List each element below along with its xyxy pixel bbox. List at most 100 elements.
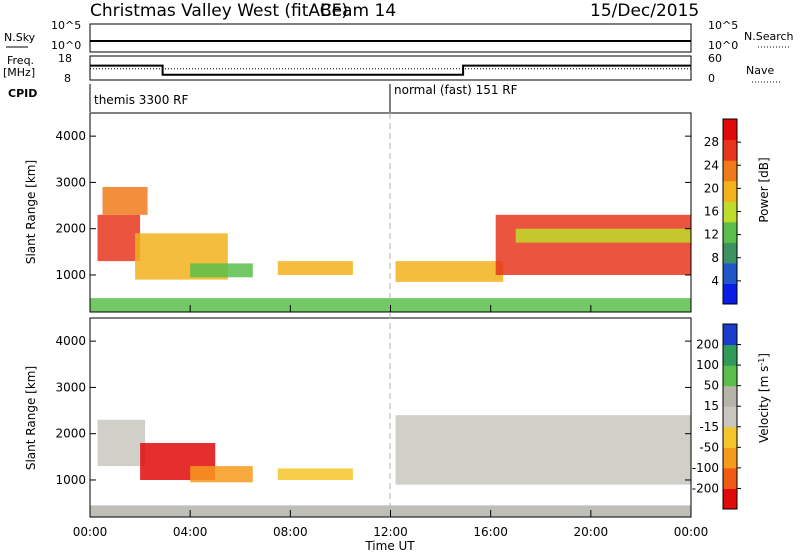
nave-tick-top: 60 [708,52,722,65]
colorbar-tick-label: 100 [696,358,719,372]
colorbar-swatch [723,365,737,387]
nsky-tick-top: 10^5 [51,19,81,32]
colorbar-swatch [723,139,737,161]
y-tick-label: 1000 [55,268,86,282]
colorbar-swatch [723,242,737,264]
colorbar-swatch [723,180,737,202]
power-heatmap [90,187,691,312]
velocity-colorbar-label: Velocity [m s-1] [757,353,771,443]
colorbar-swatch [723,221,737,243]
y-tick-label: 3000 [55,175,86,189]
velocity-y-axis: 1000 2000 3000 4000 [55,334,691,487]
colorbar-swatch [723,344,737,366]
colorbar-swatch [723,467,737,489]
freq-label: Freq. [7,54,34,67]
colorbar-swatch [723,426,737,448]
velocity-colorbar-label-text: Velocity [m s [757,366,771,443]
colorbar-swatch [723,385,737,407]
colorbar-tick-label: -200 [692,481,719,495]
cpid-segment-2: normal (fast) 151 RF [394,83,518,97]
colorbar-tick-label: -100 [692,461,719,475]
velocity-colorbar-label-close: ] [757,353,771,358]
heatmap-region [97,419,146,467]
colorbar-frame [722,323,738,510]
colorbar-swatch [723,488,737,510]
y-tick-label: 4000 [55,334,86,348]
power-y-axis: 1000 2000 3000 4000 [55,129,691,282]
y-tick-label: 4000 [55,129,86,143]
freq-trace [90,64,691,76]
heatmap-region [495,214,691,275]
x-tick-label: 00:00 [73,525,108,539]
x-axis: 00:00 04:00 08:00 12:00 16:00 20:00 00:00 [73,305,709,539]
heatmap-region [277,261,353,275]
heatmap-region [515,228,691,243]
chart-title: Christmas Valley West (fitACF) [90,1,348,21]
colorbar-tick-label: 50 [704,379,719,393]
colorbar-swatch [723,262,737,284]
nsearch-tick-bottom: 10^0 [708,39,738,52]
x-axis-label: Time UT [364,539,415,553]
nsky-panel [89,23,692,53]
heatmap-region [102,187,148,215]
nsearch-tick-top: 10^5 [708,19,738,32]
colorbar-swatch [723,119,737,141]
freq-tick-bottom: 8 [64,72,71,85]
heatmap-region [277,468,353,480]
y-tick-label: 1000 [55,473,86,487]
x-tick-label: 08:00 [273,525,308,539]
y-tick-label: 2000 [55,222,86,236]
y-tick-label: 3000 [55,380,86,394]
y-tick-label: 2000 [55,427,86,441]
x-tick-label: 20:00 [574,525,609,539]
colorbar-tick-label: 15 [704,399,719,413]
colorbar-tick-label: -50 [699,440,719,454]
beam-label: Beam 14 [320,1,396,21]
heatmap-region [395,261,504,282]
colorbar-tick-label: 24 [704,158,719,172]
colorbar-swatch [723,447,737,469]
nave-tick-bottom: 0 [708,72,715,85]
date-label: 15/Dec/2015 [590,1,699,21]
power-ylabel: Slant Range [km] [24,160,38,264]
frequency-line [90,64,691,76]
colorbar-tick-label: 28 [704,135,719,149]
power-colorbar: 4 8 12 16 20 24 28 [704,118,741,305]
freq-unit: [MHz] [3,66,35,79]
x-tick-label: 12:00 [373,525,408,539]
x-tick-label: 00:00 [674,525,709,539]
colorbar-swatch [723,283,737,305]
nave-label: Nave [746,64,774,77]
colorbar-tick-label: 16 [704,205,719,219]
colorbar-swatch [723,160,737,182]
colorbar-swatch [723,406,737,428]
colorbar-tick-label: 20 [704,181,719,195]
colorbar-swatch [723,201,737,223]
velocity-colorbar: -200 -100 -50 -15 15 50 100 200 [692,323,741,510]
heatmap-region [97,214,141,262]
colorbar-tick-label: 4 [711,274,719,288]
freq-tick-top: 18 [58,52,72,65]
power-panel-frame [89,112,692,313]
heatmap-region [190,466,253,483]
heatmap-region [395,415,691,485]
colorbar-tick-label: -15 [699,420,719,434]
cpid-segment-1: themis 3300 RF [94,93,188,107]
cpid-label: CPID [8,87,37,100]
nsearch-label: N.Search [744,30,794,43]
colorbar-swatch [723,324,737,346]
nsky-tick-bottom: 10^0 [51,39,81,52]
colorbar-tick-label: 200 [696,338,719,352]
power-colorbar-label: Power [dB] [757,157,771,222]
colorbar-tick-label: 12 [704,228,719,242]
velocity-ylabel: Slant Range [km] [24,366,38,470]
velocity-colorbar-label-sup: -1 [757,358,766,366]
x-tick-label: 04:00 [173,525,208,539]
freq-panel [89,55,692,81]
colorbar-tick-label: 8 [711,251,719,265]
nsky-label: N.Sky [4,31,36,44]
heatmap-region [190,263,253,278]
x-tick-label: 16:00 [473,525,508,539]
